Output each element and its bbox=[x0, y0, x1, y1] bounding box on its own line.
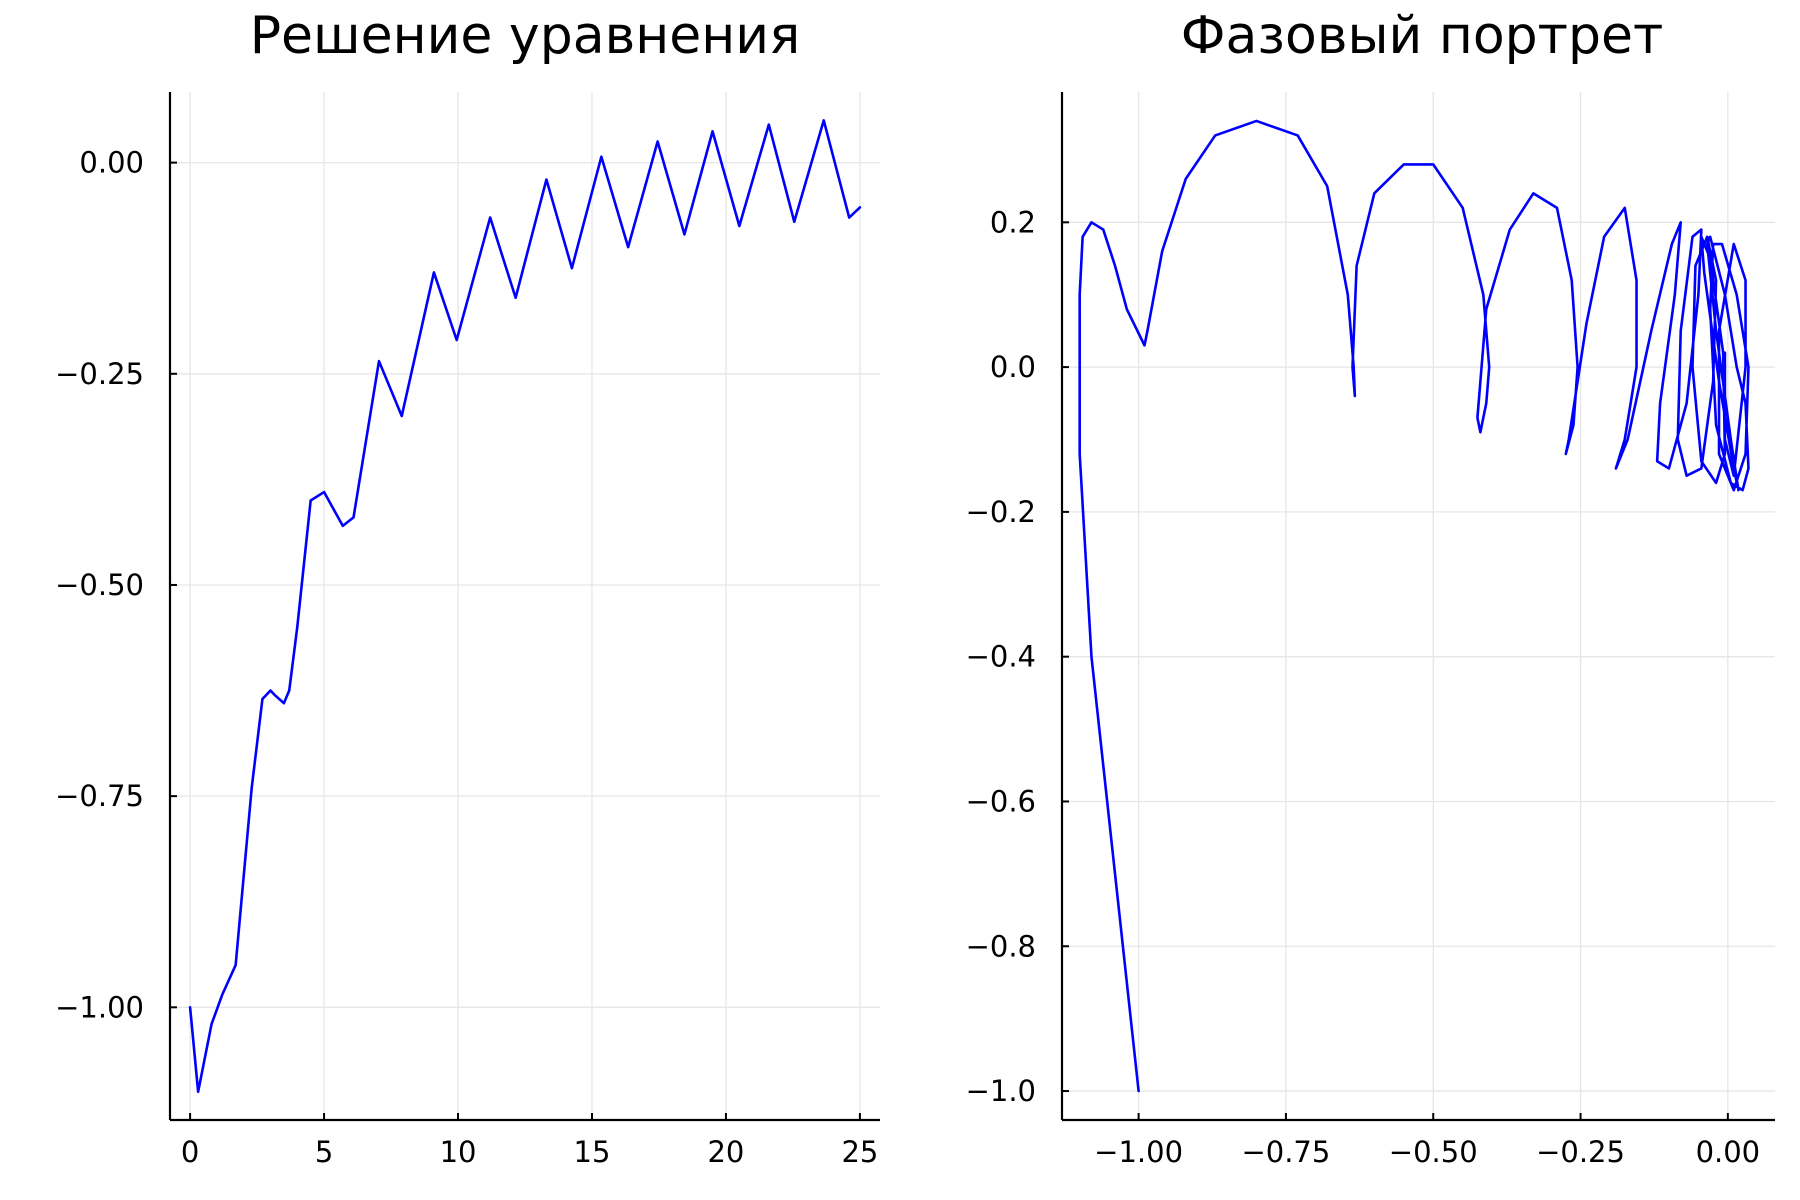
solution-plot-ticks: 0 5 10 15 20 25 0.00 −0.25 −0.50 −0.75 −1.00 bbox=[55, 146, 878, 1169]
solution-plot-series bbox=[188, 119, 862, 1094]
phase-portrait-plot-series bbox=[1078, 119, 1750, 1093]
phase-portrait-plot-x-tick-label: −1.00 bbox=[1094, 1135, 1183, 1169]
solution-plot-axes bbox=[168, 92, 880, 1122]
phase-portrait-plot-y-tick-label: −0.8 bbox=[966, 929, 1036, 963]
phase-portrait-plot: Фазовый портрет −1.00 −0.75 −0.50 −0.25 0.00… bbox=[966, 6, 1775, 1169]
solution-plot-x-tick-label: 10 bbox=[440, 1135, 477, 1169]
phase-portrait-plot-ticks: −1.00 −0.75 −0.50 −0.25 0.00 0.2 0.0 −0.2 −0.4 −0… bbox=[966, 205, 1761, 1169]
phase-portrait-plot-y-tick-label: −0.2 bbox=[966, 495, 1036, 529]
phase-portrait-plot-x-tick-label: −0.50 bbox=[1389, 1135, 1478, 1169]
phase-portrait-plot-y-tick-label: −0.4 bbox=[966, 640, 1036, 674]
solution-plot-y-tick-label: −0.50 bbox=[55, 568, 144, 602]
solution-plot-x-tick-label: 0 bbox=[181, 1135, 199, 1169]
phase-portrait-plot-series-line bbox=[1078, 119, 1750, 1093]
solution-plot-grid bbox=[170, 92, 880, 1120]
phase-portrait-plot-y-tick-label: 0.2 bbox=[990, 205, 1036, 239]
phase-portrait-plot-y-tick-label: −1.0 bbox=[966, 1074, 1036, 1108]
phase-portrait-plot-title: Фазовый портрет bbox=[1181, 6, 1664, 66]
solution-plot-x-tick-label: 25 bbox=[841, 1135, 878, 1169]
solution-plot: Решение уравнения 0 5 10 15 20 25 0.00 −0.25 −0.… bbox=[55, 6, 880, 1169]
solution-plot-y-tick-label: −0.25 bbox=[55, 357, 144, 391]
solution-plot-y-tick-label: 0.00 bbox=[79, 146, 144, 180]
solution-plot-series-line bbox=[188, 119, 862, 1094]
solution-plot-x-tick-label: 15 bbox=[574, 1135, 611, 1169]
solution-plot-y-tick-label: −1.00 bbox=[55, 990, 144, 1024]
phase-portrait-plot-x-tick-label: 0.00 bbox=[1696, 1135, 1761, 1169]
phase-portrait-plot-axes bbox=[1060, 92, 1775, 1122]
phase-portrait-plot-y-tick-label: 0.0 bbox=[990, 350, 1036, 384]
solution-plot-x-tick-label: 5 bbox=[315, 1135, 333, 1169]
phase-portrait-plot-grid bbox=[1062, 92, 1775, 1120]
phase-portrait-plot-x-tick-label: −0.75 bbox=[1241, 1135, 1330, 1169]
solution-plot-title: Решение уравнения bbox=[250, 6, 801, 66]
solution-plot-x-tick-label: 20 bbox=[707, 1135, 744, 1169]
phase-portrait-plot-y-tick-label: −0.6 bbox=[966, 784, 1036, 818]
solution-plot-y-tick-label: −0.75 bbox=[55, 779, 144, 813]
phase-portrait-plot-x-tick-label: −0.25 bbox=[1536, 1135, 1625, 1169]
